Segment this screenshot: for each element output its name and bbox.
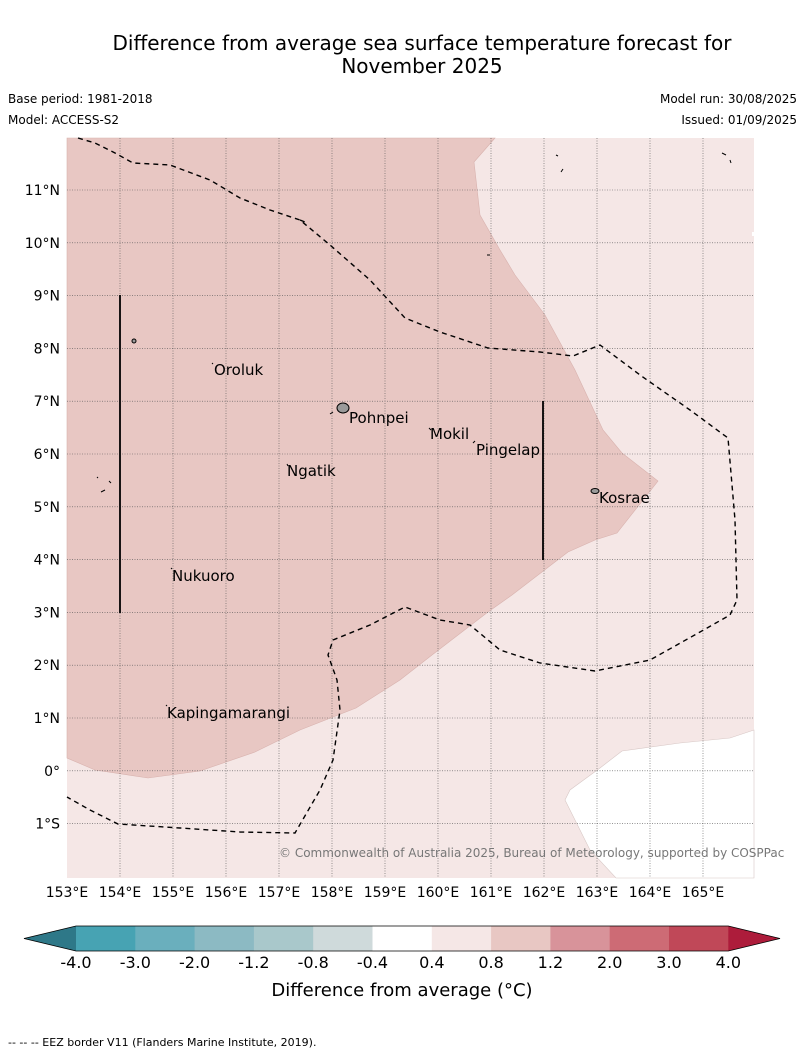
place-pohnpei: Pohnpei: [349, 409, 409, 427]
colorbar-segment: [194, 926, 255, 951]
lat-tick-label: 6°N: [34, 447, 60, 463]
place-kapingamarangi: Kapingamarangi: [167, 704, 290, 722]
lat-tick-label: 4°N: [34, 553, 60, 569]
lon-tick-label: 157°E: [258, 885, 301, 901]
colorbar-segment: [372, 926, 433, 951]
colorbar-tick: -0.8: [298, 953, 329, 972]
lat-tick-label: 1°S: [35, 817, 60, 833]
colorbar-tick: -2.0: [179, 953, 210, 972]
lon-tick-label: 163°E: [576, 885, 619, 901]
lat-tick-label: 8°N: [34, 341, 60, 357]
colorbar-segment: [313, 926, 373, 951]
colorbar-under-arrow: [24, 926, 76, 951]
colorbar-tick-labels: -4.0 -3.0 -2.0 -1.2 -0.8 -0.4 0.4 0.8 1.2 2.0 3.0 4…: [60, 953, 741, 972]
anomaly-region-0.8-1.2: [66, 137, 659, 779]
chart-title: Difference from average sea surface temp…: [40, 32, 804, 78]
lon-tick-label: 159°E: [364, 885, 407, 901]
colorbar-tick: 4.0: [716, 953, 741, 972]
colorbar-segment: [491, 926, 551, 951]
lon-tick-label: 153°E: [46, 885, 89, 901]
eez-footnote: -- -- -- EEZ border V11 (Flanders Marine…: [8, 1036, 317, 1049]
colorbar-label: Difference from average (°C): [271, 980, 533, 1001]
lon-tick-label: 165°E: [682, 885, 725, 901]
colorbar-segment: [609, 926, 670, 951]
colorbar-outline: [23, 925, 781, 952]
colorbar-segment: [669, 926, 729, 951]
lon-tick-label: 156°E: [205, 885, 248, 901]
lon-tick-label: 162°E: [523, 885, 566, 901]
lon-tick-label: 154°E: [99, 885, 142, 901]
base-period: Base period: 1981-2018: [8, 92, 153, 106]
lon-tick-label: 158°E: [311, 885, 354, 901]
colorbar-tick: -0.4: [357, 953, 388, 972]
copyright-notice: © Commonwealth of Australia 2025, Bureau…: [279, 846, 784, 860]
issued-date: Issued: 01/09/2025: [681, 113, 797, 127]
latitude-tick-labels: 11°N 10°N 9°N 8°N 7°N 6°N 5°N 4°N 3°N 2°N 1°N 0° 1°S: [25, 183, 60, 833]
island-dots: [96, 152, 732, 707]
lon-tick-label: 155°E: [152, 885, 195, 901]
place-oroluk: Oroluk: [214, 361, 263, 379]
colorbar-tick: -1.2: [238, 953, 269, 972]
lat-tick-label: 3°N: [34, 605, 60, 621]
colorbar: [23, 925, 781, 952]
colorbar-tick: -3.0: [120, 953, 151, 972]
anomaly-region-neutral: [564, 729, 755, 879]
colorbar-segment: [76, 926, 136, 951]
lat-tick-label: 5°N: [34, 500, 60, 516]
place-pingelap: Pingelap: [476, 441, 540, 459]
lat-tick-label: 10°N: [25, 236, 60, 252]
islands: [96, 152, 732, 707]
place-kosrae: Kosrae: [599, 489, 650, 507]
lat-tick-label: 11°N: [25, 183, 60, 199]
lat-tick-label: 2°N: [34, 658, 60, 674]
island-pohnpei: [336, 402, 350, 414]
lat-tick-label: 9°N: [34, 289, 60, 305]
island-small-west: [131, 338, 137, 344]
place-ngatik: Ngatik: [287, 462, 336, 480]
colorbar-tick: 1.2: [538, 953, 563, 972]
map-grid: [67, 138, 754, 878]
title-line-2: November 2025: [341, 54, 503, 78]
colorbar-segment: [135, 926, 196, 951]
colorbar-tick: 0.4: [419, 953, 444, 972]
anomaly-patch-small: [752, 232, 754, 236]
colorbar-over-arrow: [728, 926, 780, 951]
title-line-1: Difference from average sea surface temp…: [112, 31, 732, 55]
colorbar-segment: [431, 926, 492, 951]
colorbar-tick: -4.0: [60, 953, 91, 972]
eez-border: [66, 137, 738, 834]
colorbar-tick: 0.8: [478, 953, 503, 972]
model-name: Model: ACCESS-S2: [8, 113, 120, 127]
colorbar-segment: [253, 926, 314, 951]
place-mokil: Mokil: [430, 425, 469, 443]
lat-tick-label: 0°: [44, 764, 60, 780]
model-run: Model run: 30/08/2025: [659, 92, 797, 106]
colorbar-tick: 3.0: [656, 953, 681, 972]
colorbar-tick: 2.0: [597, 953, 622, 972]
lon-tick-label: 164°E: [629, 885, 672, 901]
lat-tick-label: 7°N: [34, 394, 60, 410]
longitude-tick-labels: 153°E 154°E 155°E 156°E 157°E 158°E 159°E 160°E…: [46, 885, 725, 901]
place-nukuoro: Nukuoro: [172, 567, 235, 585]
lat-tick-label: 1°N: [34, 711, 60, 727]
island-kosrae: [590, 488, 600, 494]
lon-tick-label: 161°E: [470, 885, 513, 901]
colorbar-segment: [550, 926, 611, 951]
lon-tick-label: 160°E: [417, 885, 460, 901]
